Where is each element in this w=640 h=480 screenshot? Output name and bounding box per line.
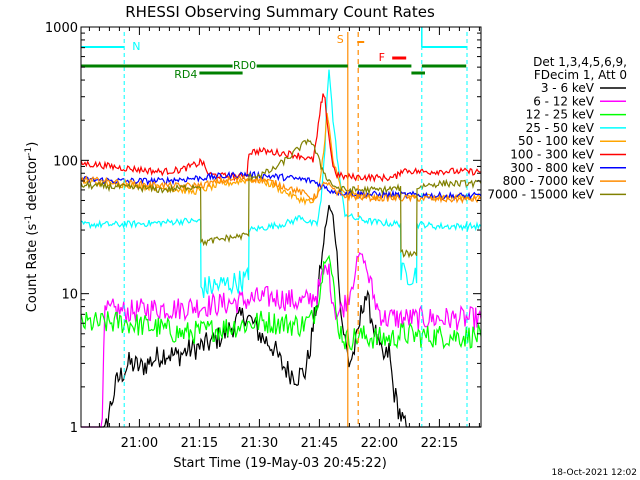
s-label: S [337,33,344,46]
series-line-9 [80,138,482,259]
series-line-8 [80,174,482,205]
y-tick-label-2: 10 [61,288,78,303]
legend-label-8: 800 - 7000 keV [503,174,595,188]
series-line-2 [81,251,482,428]
x-tick-label-5: 22:00 [361,436,398,451]
legend: Det 1,3,4,5,6,9, FDecim 1, Att 0 3 - 6 k… [487,55,627,201]
y-axis: 1 10 100 1000 [45,21,481,436]
x-tick-label-2: 21:15 [181,436,218,451]
f-label: F [379,51,385,64]
series-line-3 [80,254,482,351]
x-tick-label-6: 22:15 [421,436,458,451]
series-line-5 [80,112,482,206]
series-group [80,69,482,428]
y-tick-label-1: 1 [70,421,78,436]
y-axis-label: Count Rate (s-1 detector-1) [24,142,40,313]
y-tick-label-3: 100 [53,154,78,169]
series-line-1 [81,204,481,428]
y-tick-label-4: 1000 [45,21,78,36]
n-label: N [132,40,140,53]
rd0-label-bg [232,60,257,70]
x-axis-label: Start Time (19-May-03 20:45:22) [173,456,387,471]
plot-frame [80,26,482,428]
legend-label-2: 6 - 12 keV [533,94,595,108]
legend-label-7: 300 - 800 keV [510,161,594,175]
legend-label-4: 25 - 50 keV [526,121,595,135]
x-tick-label-1: 21:00 [121,436,158,451]
y-label-part-2: detector [25,155,40,215]
y-axis-label-group: Count Rate (s-1 detector-1) [24,142,40,313]
legend-label-3: 12 - 25 keV [526,108,595,122]
y-label-part-1: Count Rate (s [25,224,40,313]
legend-header-1: Det 1,3,4,5,6,9, [533,55,627,69]
series-line-4 [80,69,482,298]
y-label-part-3: ) [25,142,40,147]
x-axis: 21:00 21:15 21:30 21:45 22:00 22:15 [88,27,480,451]
x-tick-label-3: 21:30 [241,436,278,451]
x-tick-label-4: 21:45 [301,436,338,451]
y-label-sup-2: -1 [24,147,34,156]
legend-label-5: 50 - 100 keV [518,134,595,148]
timestamp: 18-Oct-2021 12:02 [552,468,637,478]
series-line-6 [80,93,482,183]
legend-label-1: 3 - 6 keV [541,81,595,95]
annotations: N S F RD0 RD4 [81,27,468,427]
rd0-label: RD0 [233,59,256,72]
legend-label-9: 7000 - 15000 keV [487,187,594,201]
y-label-sup-1: -1 [24,215,34,224]
legend-header-2: FDecim 1, Att 0 [534,68,627,82]
rd4-label: RD4 [174,68,197,81]
chart-title: RHESSI Observing Summary Count Rates [125,3,435,21]
legend-label-6: 100 - 300 keV [510,148,594,162]
series-line-7 [80,170,482,202]
